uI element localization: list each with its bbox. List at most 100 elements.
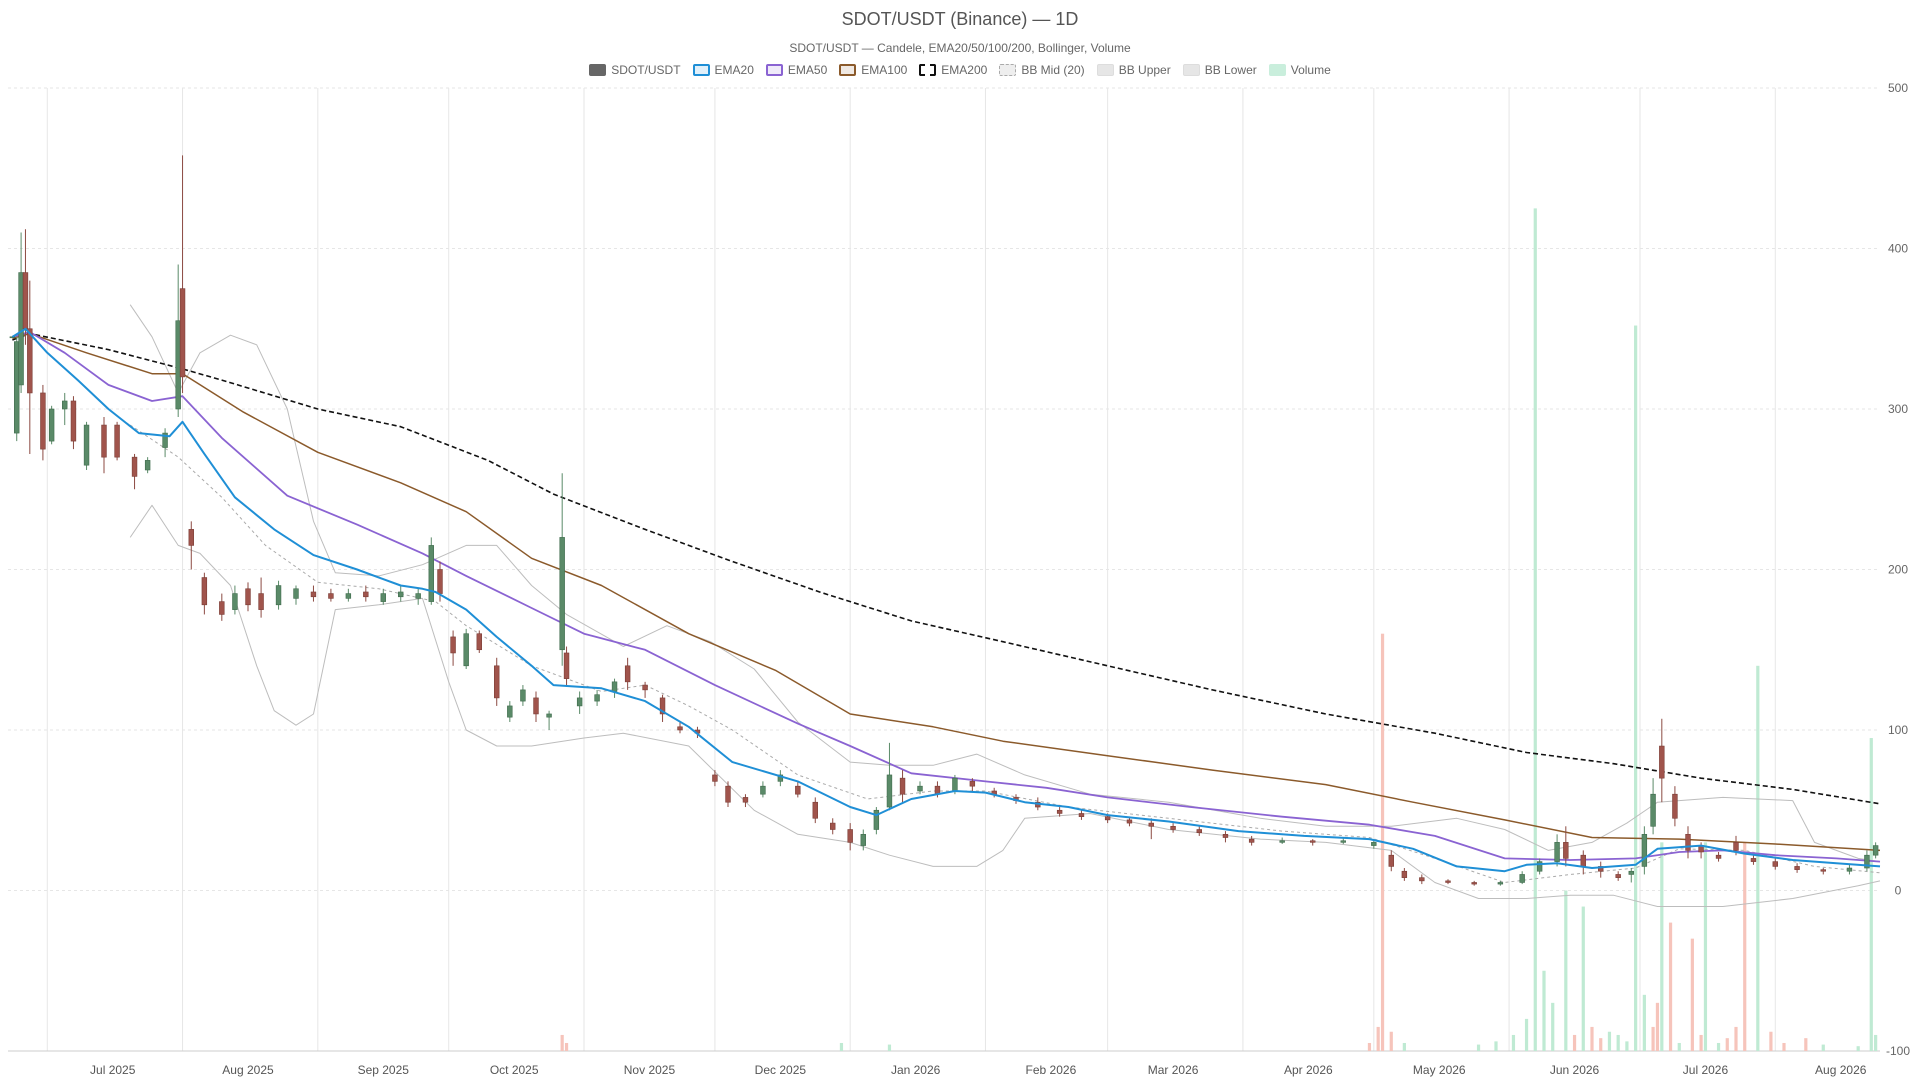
candle-body (363, 591, 369, 598)
candle-body (1310, 840, 1316, 843)
candle-body (1659, 745, 1665, 779)
candle-body (742, 797, 749, 803)
y-tick-label: 0 (1895, 884, 1902, 898)
y-tick-label: 500 (1888, 81, 1908, 95)
volume-bar (1511, 1034, 1516, 1051)
legend-item-sdot-usdt[interactable]: SDOT/USDT (589, 63, 681, 77)
volume-bar (1655, 1002, 1660, 1051)
volume-bar (1533, 208, 1537, 1051)
volume-bar (1494, 1041, 1498, 1051)
volume-bar (1542, 970, 1546, 1051)
candle-body (1872, 845, 1879, 856)
y-tick-label: -100 (1886, 1044, 1910, 1058)
legend-label: EMA20 (714, 63, 754, 77)
chart-subtitle: SDOT/USDT — Candele, EMA20/50/100/200, B… (789, 41, 1131, 55)
volume-bar (1572, 1034, 1577, 1051)
volume-bar (1599, 1038, 1603, 1051)
candle-body (642, 684, 648, 691)
legend-item-ema50[interactable]: EMA50 (765, 63, 827, 77)
candle-body (1733, 842, 1739, 851)
candle-body (611, 681, 618, 692)
x-tick-label: Jul 2026 (1683, 1063, 1729, 1077)
series-line-bb-lower (129, 504, 1881, 907)
candle-body (345, 593, 352, 599)
legend-swatch (589, 64, 607, 76)
volume-bar (1524, 1018, 1529, 1051)
candle-body (659, 697, 666, 715)
candle-body (1371, 842, 1377, 846)
candle-body (114, 424, 120, 458)
legend-swatch (999, 64, 1017, 76)
volume-bar (839, 1042, 844, 1051)
x-tick-label: Aug 2025 (222, 1063, 274, 1077)
legend-swatch (765, 64, 783, 76)
candle-body (594, 694, 600, 702)
x-tick-label: Jan 2026 (891, 1063, 941, 1077)
volume-bar (1616, 1034, 1620, 1051)
candle-body (48, 408, 55, 442)
candle-body (899, 777, 906, 795)
candle-body (1196, 829, 1202, 834)
candle-body (1820, 869, 1826, 872)
candle-body (258, 593, 264, 610)
legend-item-ema20[interactable]: EMA20 (692, 63, 754, 77)
x-tick-label: Jun 2026 (1550, 1063, 1600, 1077)
series-line-bb-mid-20- (129, 424, 1881, 883)
candle-body (101, 424, 107, 458)
candle-body (576, 697, 583, 707)
series-line-ema20 (11, 327, 1881, 873)
volume-bar (1651, 1026, 1655, 1051)
legend-item-bb-lower[interactable]: BB Lower (1182, 63, 1257, 77)
x-tick-label: Nov 2025 (624, 1063, 676, 1077)
legend-item-ema100[interactable]: EMA100 (839, 63, 907, 77)
legend-swatch (1268, 64, 1286, 76)
y-tick-label: 400 (1888, 242, 1908, 256)
legend-item-ema200[interactable]: EMA200 (919, 63, 987, 77)
candle-body (1401, 870, 1408, 878)
candle-body (1685, 834, 1691, 851)
legend-label: SDOT/USDT (611, 63, 681, 77)
legend-item-volume[interactable]: Volume (1268, 63, 1331, 77)
candle-body (1148, 822, 1154, 827)
candle-body (847, 829, 853, 843)
series-line-ema100 (12, 332, 1881, 852)
candle-body (275, 585, 282, 606)
candle-body (1628, 870, 1634, 875)
legend-item-bb-mid-20[interactable]: BB Mid (20) (999, 63, 1085, 77)
candle-body (144, 460, 151, 471)
candle-body (9, 336, 16, 339)
candle-body (14, 341, 20, 434)
candle-body (677, 726, 683, 731)
volume-bar (1743, 842, 1747, 1051)
y-tick-label: 300 (1888, 402, 1908, 416)
candle-body (494, 665, 500, 699)
candle-body (559, 537, 565, 651)
volume-bar (1668, 922, 1673, 1051)
candle-body (1650, 793, 1656, 827)
x-tick-label: Mar 2026 (1148, 1063, 1199, 1077)
legend-item-bb-upper[interactable]: BB Upper (1096, 63, 1171, 77)
candle-body (1750, 858, 1757, 862)
candle-body (1672, 793, 1678, 819)
candle-body (1419, 877, 1425, 882)
legend-label: EMA200 (941, 63, 988, 77)
candle-body (1864, 854, 1870, 869)
candle-body (293, 588, 299, 599)
volume-bar (1625, 1041, 1629, 1051)
candle-body (27, 328, 33, 394)
candle-body (969, 781, 976, 787)
candle-body (188, 529, 194, 546)
x-tick-label: Sep 2025 (358, 1063, 410, 1077)
candle-body (886, 774, 893, 808)
candle-body (1340, 840, 1346, 843)
candle-body (712, 774, 718, 782)
volume-bar (1690, 938, 1694, 1051)
volume-bar (1476, 1044, 1481, 1051)
candle-body (1536, 861, 1543, 872)
legend-swatch (839, 64, 857, 76)
candle-body (1126, 819, 1133, 824)
candle-body (533, 697, 539, 715)
series-line-ema50 (12, 331, 1881, 863)
candle-body (1772, 861, 1778, 867)
volume-bar (1782, 1042, 1786, 1051)
